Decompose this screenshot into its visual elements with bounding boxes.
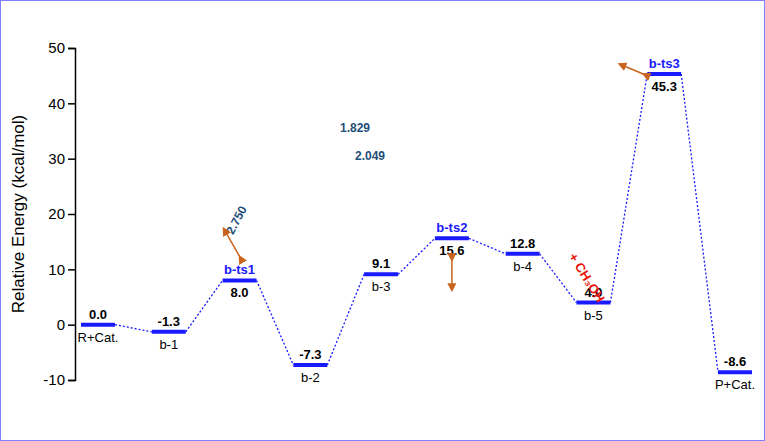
state-label: b-5 xyxy=(584,308,603,323)
energy-level xyxy=(647,72,681,76)
energy-level xyxy=(223,278,257,282)
energy-level xyxy=(506,252,540,256)
tick-mark xyxy=(68,380,75,382)
labels: R+Cat. 0.0 b-1 -1.3 b-ts1 8.0 b-2 -7.3 b-3 9.1 b-t… xyxy=(78,56,755,392)
annotation: 2.750 xyxy=(223,203,250,236)
energy-level xyxy=(364,272,398,276)
data-label: -7.3 xyxy=(299,347,321,362)
data-label: 8.0 xyxy=(231,285,249,300)
annotation: 1.829 xyxy=(340,121,370,135)
tick-label: 0 xyxy=(57,316,65,333)
tick-label: 10 xyxy=(48,261,65,278)
state-label: b-ts1 xyxy=(224,262,255,277)
annotation: + CH₃OH xyxy=(566,250,608,305)
state-label: b-2 xyxy=(301,370,320,385)
data-label: 15.6 xyxy=(439,243,464,258)
connector xyxy=(469,238,506,253)
connector xyxy=(327,274,364,365)
tick-mark xyxy=(68,269,75,271)
data-label: -1.3 xyxy=(158,314,180,329)
data-label: 45.3 xyxy=(652,79,677,94)
pointer-arrow xyxy=(224,228,240,256)
tick-mark xyxy=(68,158,75,160)
connector xyxy=(115,325,152,332)
energy-level xyxy=(718,370,752,374)
tick: 50 xyxy=(48,39,75,56)
tick-mark xyxy=(68,103,75,105)
data-label: 12.8 xyxy=(510,236,535,251)
connector xyxy=(681,74,718,372)
tick: 0 xyxy=(57,316,75,333)
tick-label: 20 xyxy=(48,205,65,222)
energy-level xyxy=(81,323,115,327)
tick-label: 50 xyxy=(48,39,65,56)
annotation: 2.049 xyxy=(355,149,385,163)
energy-level xyxy=(293,363,327,367)
marks xyxy=(81,74,752,372)
state-label: P+Cat. xyxy=(715,377,755,392)
pointer-arrow xyxy=(451,260,453,290)
axis-line xyxy=(68,49,76,381)
chart: -10 0 10 20 30 40 50 Relative Energy (kcal/mol)… xyxy=(0,0,765,441)
tick-label: 40 xyxy=(48,95,65,112)
state-label: b-4 xyxy=(513,259,532,274)
y-axis-title: Relative Energy (kcal/mol) xyxy=(9,115,28,313)
tick: 40 xyxy=(48,95,75,112)
state-label: b-ts3 xyxy=(649,56,680,71)
energy-level xyxy=(152,330,186,334)
data-label: 9.1 xyxy=(372,256,390,271)
data-label: -8.6 xyxy=(724,354,746,369)
tick-mark xyxy=(68,48,75,50)
tick: 20 xyxy=(48,205,75,222)
connector xyxy=(610,74,647,303)
tick: 10 xyxy=(48,261,75,278)
connector xyxy=(186,280,223,331)
frame xyxy=(1,1,765,441)
tick-mark xyxy=(68,214,75,216)
pointer-arrow xyxy=(619,64,643,74)
tick-label: 30 xyxy=(48,150,65,167)
connector xyxy=(398,238,435,274)
data-label: 0.0 xyxy=(89,307,107,322)
connector xyxy=(257,280,294,365)
state-label: b-1 xyxy=(159,337,178,352)
tick: -10 xyxy=(43,371,75,388)
y-axis: -10 0 10 20 30 40 50 xyxy=(43,39,75,388)
tick-mark xyxy=(68,324,75,326)
energy-level xyxy=(435,236,469,240)
tick-label: -10 xyxy=(43,371,65,388)
state-label: R+Cat. xyxy=(78,330,119,345)
state-label: b-ts2 xyxy=(436,220,467,235)
tick: 30 xyxy=(48,150,75,167)
state-label: b-3 xyxy=(372,279,391,294)
